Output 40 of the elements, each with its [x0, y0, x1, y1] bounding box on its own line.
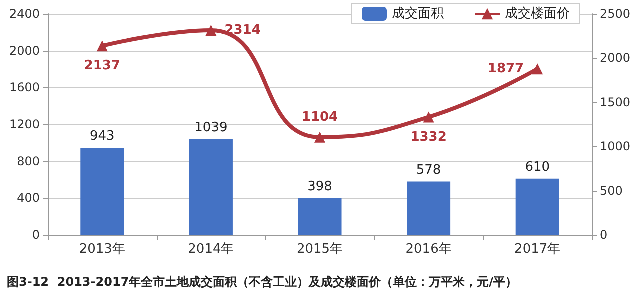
y2-tick-label: 0 [600, 228, 608, 242]
point [314, 132, 326, 143]
point [423, 112, 434, 123]
bar [516, 178, 560, 235]
data-label: 2137 [84, 58, 120, 74]
bar [298, 198, 342, 235]
y2-tick-label: 1000 [600, 140, 631, 154]
y-tick-label: 400 [17, 191, 40, 206]
y2-tick-label: 500 [600, 184, 623, 198]
data-label: 943 [90, 129, 115, 144]
y2-tick-label: 2500 [600, 7, 631, 21]
point [532, 64, 544, 75]
y-tick-label: 0 [32, 228, 40, 242]
x-tick-label: 2013年 [79, 242, 126, 257]
y-tick-label: 1200 [9, 118, 40, 132]
legend-label: 成交面积 [392, 6, 444, 22]
x-tick-label: 2017年 [514, 242, 561, 257]
y2-tick-label: 2000 [600, 51, 631, 66]
point [206, 24, 217, 36]
y-tick-label: 800 [17, 154, 40, 168]
data-label: 398 [308, 179, 332, 194]
point [96, 40, 108, 52]
y-tick-label: 2000 [9, 44, 40, 58]
bar [80, 148, 124, 235]
data-label: 1039 [194, 120, 228, 136]
x-tick-label: 2015年 [296, 242, 344, 257]
x-tick-label: 2014年 [188, 242, 234, 257]
x-tick-label: 2016年 [406, 242, 452, 257]
data-label: 1877 [488, 62, 524, 77]
text: 图3-12 2013-2017年全市土地成交面积（不含工业）及成交楼面价（单位：万平米，元/平） [7, 275, 518, 289]
data-label: 1332 [410, 130, 447, 145]
y2-tick-label: 1500 [600, 95, 631, 110]
y-tick-label: 1600 [9, 80, 40, 95]
data-label: 1104 [302, 110, 338, 125]
bar [407, 182, 451, 235]
legend-label: 成交楼面价 [505, 6, 570, 22]
data-label: 610 [525, 160, 550, 175]
bar [189, 139, 233, 235]
data-label: 578 [416, 162, 442, 178]
y-tick-label: 2400 [9, 7, 40, 21]
